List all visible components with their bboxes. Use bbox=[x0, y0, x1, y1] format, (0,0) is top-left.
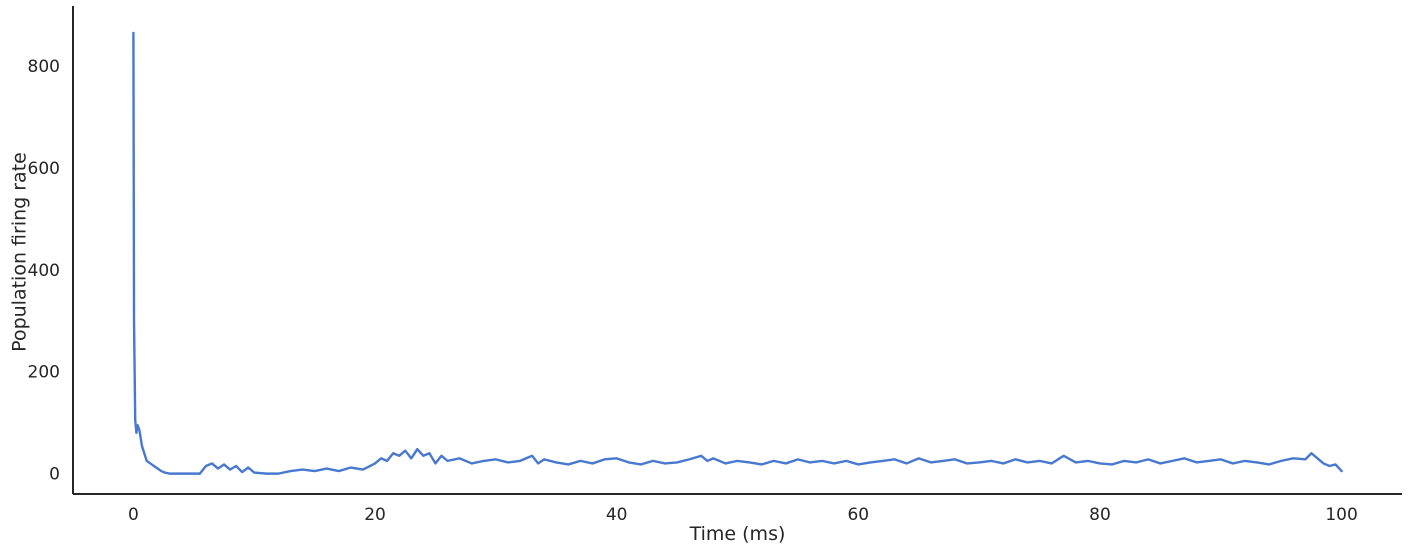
y-tick-label: 0 bbox=[49, 465, 60, 485]
series-line bbox=[132, 31, 1343, 475]
y-tick-label: 400 bbox=[28, 261, 60, 281]
x-tick-label: 40 bbox=[606, 505, 628, 525]
axes: 0 20 40 60 80 100 0 200 400 600 800 bbox=[28, 6, 1402, 525]
y-tick-label: 200 bbox=[28, 363, 60, 383]
x-tick-label: 80 bbox=[1089, 505, 1111, 525]
x-axis-label: Time (ms) bbox=[689, 523, 786, 545]
x-tick-label: 0 bbox=[128, 505, 139, 525]
x-axis-ticks: 0 20 40 60 80 100 bbox=[128, 505, 1358, 525]
x-tick-label: 60 bbox=[847, 505, 869, 525]
y-axis-ticks: 0 200 400 600 800 bbox=[28, 57, 60, 485]
y-tick-label: 800 bbox=[28, 57, 60, 77]
x-tick-label: 100 bbox=[1325, 505, 1357, 525]
y-axis-label: Population firing rate bbox=[9, 152, 31, 352]
y-tick-label: 600 bbox=[28, 159, 60, 179]
x-tick-label: 20 bbox=[364, 505, 386, 525]
plot-area bbox=[132, 31, 1343, 475]
